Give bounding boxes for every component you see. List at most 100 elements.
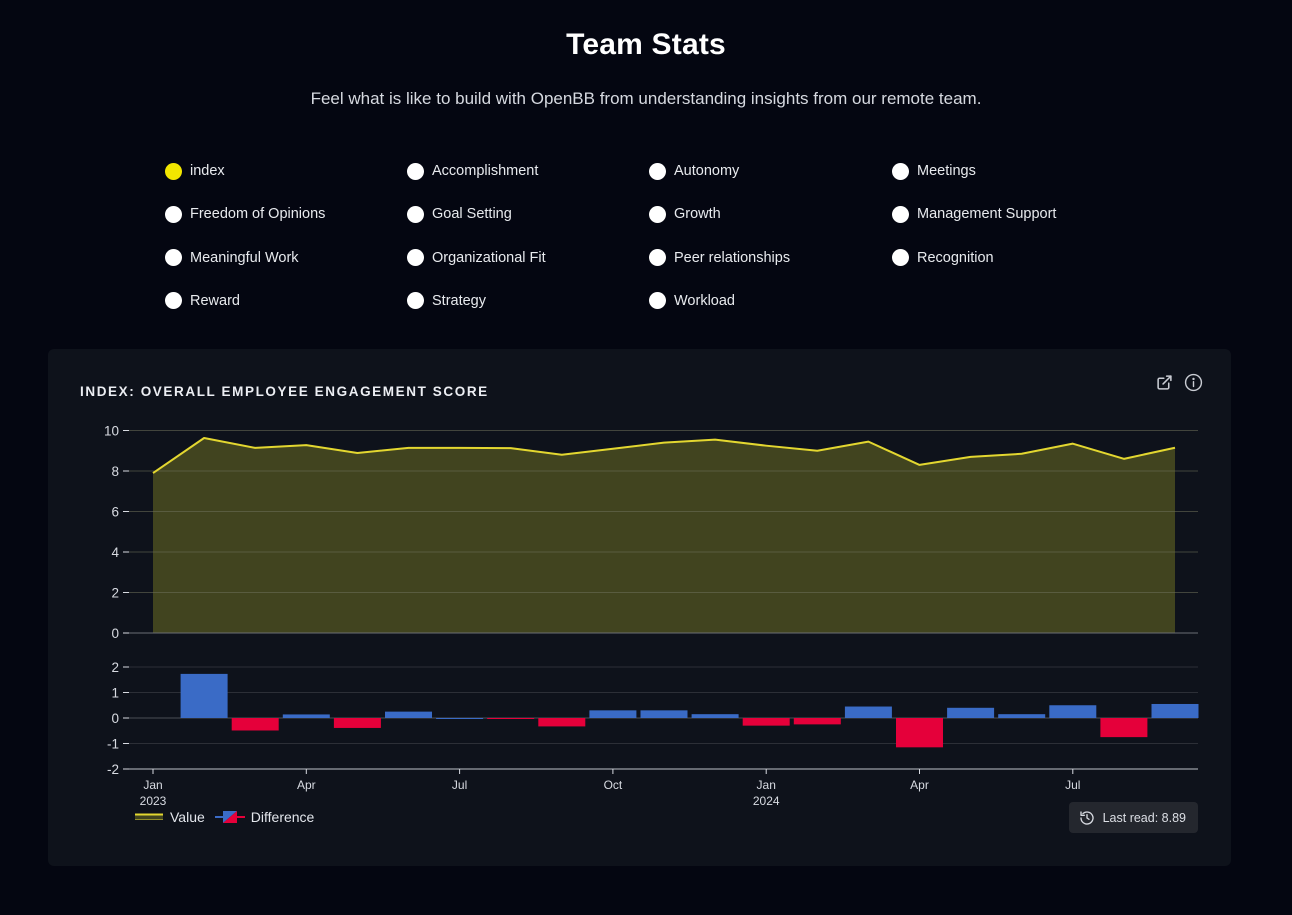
radio-button-icon[interactable] bbox=[165, 162, 182, 180]
value-point bbox=[866, 440, 870, 444]
legend-swatch-value bbox=[135, 813, 163, 820]
page-subtitle: Feel what is like to build with OpenBB f… bbox=[310, 89, 982, 108]
metric-radio-reward[interactable]: Reward bbox=[165, 288, 407, 314]
diff-ytick-label: 2 bbox=[111, 660, 119, 675]
difference-bar[interactable] bbox=[1049, 705, 1097, 718]
difference-bar[interactable] bbox=[947, 707, 995, 718]
value-point bbox=[764, 444, 768, 448]
metric-radio-workload[interactable]: Workload bbox=[649, 288, 892, 314]
radio-button-icon[interactable] bbox=[407, 205, 424, 223]
last-read-text: Last read: 8.89 bbox=[1102, 810, 1186, 825]
legend-item-value[interactable]: Value bbox=[134, 809, 205, 825]
radio-button-icon[interactable] bbox=[649, 162, 666, 180]
metric-radio-goal-setting[interactable]: Goal Setting bbox=[407, 201, 649, 227]
value-point bbox=[560, 453, 564, 457]
difference-bar[interactable] bbox=[180, 673, 228, 718]
xtick-label: Oct bbox=[604, 778, 623, 792]
difference-bar[interactable] bbox=[1100, 718, 1148, 738]
radio-button-icon[interactable] bbox=[407, 249, 424, 267]
metric-radio-peer-relationships[interactable]: Peer relationships bbox=[649, 245, 892, 271]
xtick-year-label: 2023 bbox=[140, 794, 167, 808]
metric-radio-meetings[interactable]: Meetings bbox=[892, 158, 1135, 184]
difference-bar[interactable] bbox=[793, 718, 841, 725]
value-point bbox=[202, 436, 206, 440]
metric-radio-label: Freedom of Opinions bbox=[190, 206, 326, 223]
radio-button-icon[interactable] bbox=[649, 249, 666, 267]
value-point bbox=[918, 463, 922, 467]
radio-button-icon[interactable] bbox=[165, 249, 182, 267]
difference-bar[interactable] bbox=[589, 710, 637, 718]
radio-button-icon[interactable] bbox=[165, 205, 182, 223]
info-icon[interactable] bbox=[1184, 373, 1203, 392]
last-read-badge: Last read: 8.89 bbox=[1068, 802, 1198, 833]
radio-button-icon[interactable] bbox=[892, 205, 909, 223]
difference-bar[interactable] bbox=[282, 714, 330, 718]
difference-bar[interactable] bbox=[487, 718, 535, 719]
value-point bbox=[458, 446, 462, 450]
difference-bar[interactable] bbox=[538, 718, 586, 727]
metric-radio-label: Workload bbox=[674, 292, 735, 309]
metric-radio-management-support[interactable]: Management Support bbox=[892, 201, 1135, 227]
difference-bar[interactable] bbox=[385, 711, 432, 718]
metric-radio-accomplishment[interactable]: Accomplishment bbox=[407, 158, 649, 184]
open-external-icon[interactable] bbox=[1155, 373, 1174, 392]
value-point bbox=[355, 451, 359, 455]
value-ytick-label: 0 bbox=[111, 626, 119, 641]
metric-radio-recognition[interactable]: Recognition bbox=[892, 245, 1135, 271]
value-point bbox=[151, 471, 155, 475]
metric-radio-index[interactable]: index bbox=[165, 158, 407, 184]
chart-title: INDEX: OVERALL EMPLOYEE ENGAGEMENT SCORE bbox=[80, 384, 489, 399]
metric-radio-label: Meaningful Work bbox=[190, 249, 299, 266]
metric-radio-label: Goal Setting bbox=[432, 206, 512, 223]
xtick-label: Apr bbox=[297, 778, 316, 792]
card-actions bbox=[1155, 373, 1203, 392]
radio-button-icon[interactable] bbox=[649, 292, 666, 310]
difference-bar[interactable] bbox=[896, 718, 943, 748]
radio-button-icon[interactable] bbox=[407, 162, 424, 180]
metric-radio-freedom-of-opinions[interactable]: Freedom of Opinions bbox=[165, 201, 407, 227]
legend-item-difference[interactable]: Difference bbox=[214, 809, 314, 825]
radio-button-icon[interactable] bbox=[407, 292, 424, 310]
xtick-label: Apr bbox=[910, 778, 929, 792]
metric-radio-label: Recognition bbox=[917, 249, 994, 266]
value-point bbox=[304, 443, 308, 447]
metric-radio-label: Growth bbox=[674, 206, 721, 223]
xtick-year-label: 2024 bbox=[753, 794, 780, 808]
history-icon bbox=[1079, 810, 1094, 825]
diff-ytick-label: 1 bbox=[111, 686, 119, 701]
difference-bar[interactable] bbox=[333, 718, 381, 728]
metric-radio-label: Strategy bbox=[432, 292, 486, 309]
metric-radio-label: Accomplishment bbox=[432, 163, 539, 179]
metric-radio-label: Organizational Fit bbox=[432, 249, 546, 266]
difference-bar[interactable] bbox=[231, 718, 279, 731]
radio-button-icon[interactable] bbox=[892, 249, 909, 267]
value-ytick-label: 10 bbox=[104, 424, 119, 439]
xtick-label: Jul bbox=[1065, 778, 1080, 792]
chart-legend: Value Difference bbox=[134, 809, 314, 825]
value-point bbox=[713, 438, 717, 442]
difference-bar[interactable] bbox=[844, 706, 892, 718]
radio-button-icon[interactable] bbox=[892, 162, 909, 180]
metric-radio-growth[interactable]: Growth bbox=[649, 201, 892, 227]
difference-bar[interactable] bbox=[436, 718, 484, 719]
legend-label-value: Value bbox=[170, 809, 205, 825]
difference-bar[interactable] bbox=[998, 714, 1046, 718]
metric-radio-meaningful-work[interactable]: Meaningful Work bbox=[165, 245, 407, 271]
value-ytick-label: 2 bbox=[111, 586, 119, 601]
chart-plot[interactable]: 0 2 4 6 8 10 -2 -1 0 1 2 Jan 2023 Apr Jul Oct Jan 2024 Apr… bbox=[48, 349, 1231, 866]
chart-card: INDEX: OVERALL EMPLOYEE ENGAGEMENT SCORE… bbox=[48, 349, 1231, 866]
difference-bar[interactable] bbox=[742, 718, 790, 726]
metric-radio-organizational-fit[interactable]: Organizational Fit bbox=[407, 245, 649, 271]
metric-radio-autonomy[interactable]: Autonomy bbox=[649, 158, 892, 184]
difference-bar[interactable] bbox=[1151, 703, 1199, 718]
metric-radio-strategy[interactable]: Strategy bbox=[407, 288, 649, 314]
xtick-label: Jan bbox=[143, 778, 162, 792]
value-ytick-label: 4 bbox=[111, 545, 119, 560]
value-ytick-label: 8 bbox=[111, 464, 119, 479]
difference-bar[interactable] bbox=[640, 710, 688, 718]
difference-bar[interactable] bbox=[691, 714, 739, 718]
radio-button-icon[interactable] bbox=[649, 205, 666, 223]
metric-radio-label: Management Support bbox=[917, 206, 1057, 223]
value-point bbox=[815, 449, 819, 453]
radio-button-icon[interactable] bbox=[165, 292, 182, 310]
